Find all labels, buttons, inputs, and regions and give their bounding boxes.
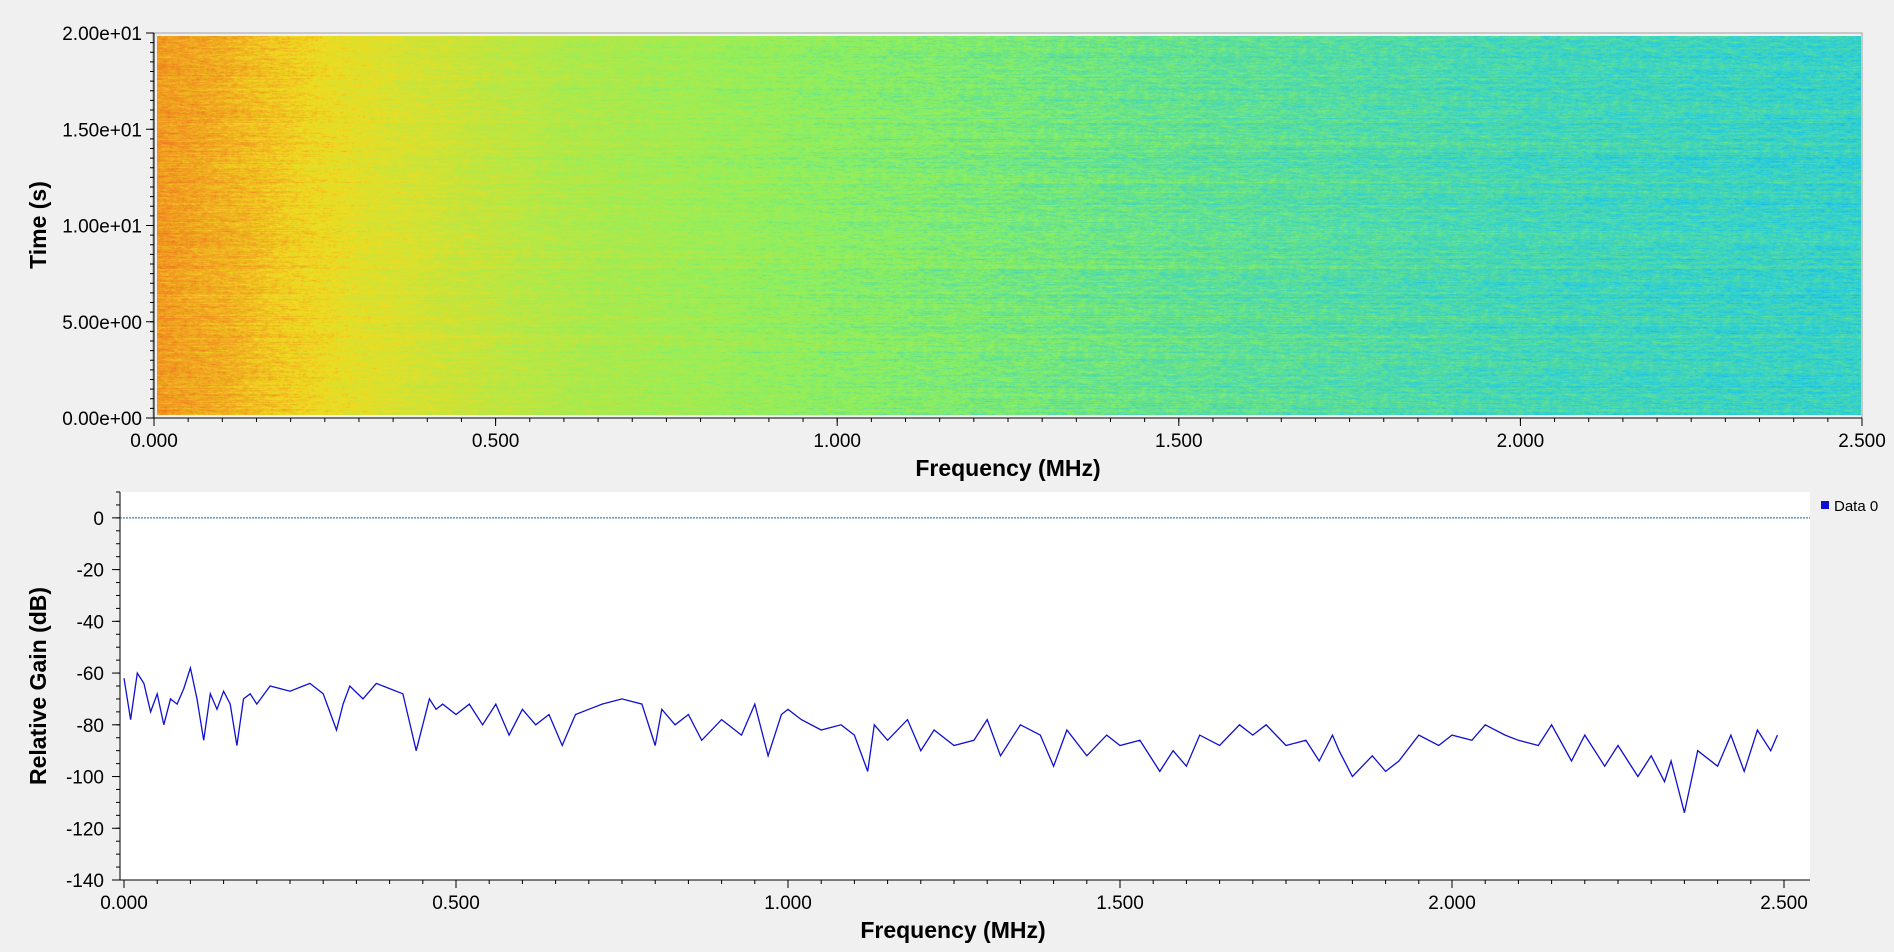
waterfall-y-tick-label: 2.00e+01: [62, 24, 142, 45]
waterfall-ticks: 0.000 0.500 1.000 1.500 2.000 2.500 0.00e+00 5.…: [62, 24, 1886, 452]
waterfall-x-tick-label: 1.500: [1155, 431, 1203, 452]
spectrum-x-tick-label: 0.000: [100, 893, 148, 914]
spectrum-x-tick-label: 2.500: [1760, 893, 1808, 914]
legend-label-data-0: Data 0: [1834, 498, 1878, 515]
spectrum-x-tick-label: 1.500: [1096, 893, 1144, 914]
spectrum-x-tick-label: 1.000: [764, 893, 812, 914]
spectrum-x-tick-label: 2.000: [1428, 893, 1476, 914]
waterfall-x-tick-label: 2.000: [1497, 431, 1545, 452]
waterfall-x-tick-label: 0.000: [130, 431, 178, 452]
series-data-0-line: [123, 665, 1778, 813]
spectrum-y-tick-label: -60: [77, 664, 104, 685]
spectrum-y-tick-label: -140: [66, 871, 104, 892]
spectrum-plot: 0.000 0.500 1.000 1.500 2.000 2.500 0 -20 -40 -60…: [25, 491, 1878, 943]
spectrum-y-tick-label: -100: [66, 768, 104, 789]
spectrum-plot-area: [120, 492, 1810, 880]
spectrum-y-tick-label: -80: [77, 716, 104, 737]
waterfall-ylabel: Time (s): [25, 181, 51, 269]
waterfall-x-tick-label: 1.000: [813, 431, 861, 452]
waterfall-x-tick-label: 2.500: [1838, 431, 1886, 452]
spectrum-y-tick-label: -120: [66, 819, 104, 840]
spectrum-ticks: 0.000 0.500 1.000 1.500 2.000 2.500 0 -20 -40 -60…: [66, 491, 1808, 914]
spectrum-x-tick-label: 0.500: [432, 893, 480, 914]
waterfall-y-tick-label: 1.50e+01: [62, 120, 142, 141]
waterfall-xlabel: Frequency (MHz): [915, 455, 1100, 481]
spectrum-y-tick-label: 0: [93, 509, 104, 530]
legend-swatch-data-0: [1821, 501, 1829, 509]
waterfall-y-tick-label: 0.00e+00: [62, 409, 142, 430]
legend[interactable]: Data 0: [1821, 498, 1878, 515]
waterfall-y-tick-label: 5.00e+00: [62, 313, 142, 334]
waterfall-plot: 0.000 0.500 1.000 1.500 2.000 2.500 0.00e+00 5.…: [25, 24, 1886, 481]
spectrum-y-tick-label: -20: [77, 561, 104, 582]
waterfall-x-tick-label: 0.500: [472, 431, 520, 452]
spectrum-ylabel: Relative Gain (dB): [25, 587, 51, 785]
spectrum-xlabel: Frequency (MHz): [860, 917, 1045, 943]
waterfall-y-tick-label: 1.00e+01: [62, 217, 142, 238]
waterfall-heatmap: [157, 36, 1861, 415]
spectrum-y-tick-label: -40: [77, 612, 104, 633]
